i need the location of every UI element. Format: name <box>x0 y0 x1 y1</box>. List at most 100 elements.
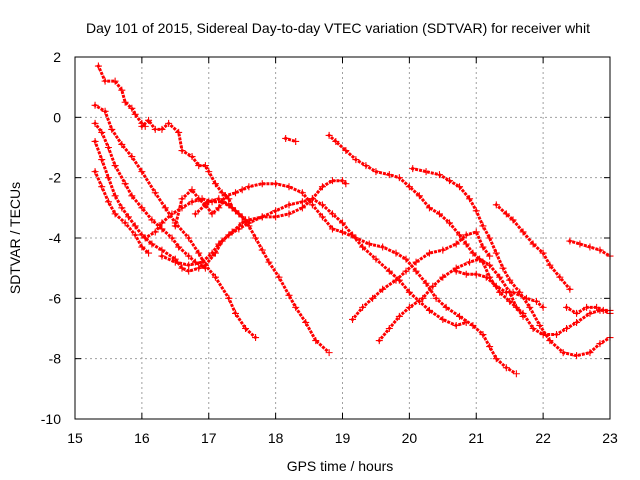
series-track-15 <box>375 255 527 345</box>
data-point <box>472 228 480 236</box>
data-point <box>502 288 510 296</box>
data-point <box>452 321 460 329</box>
data-point <box>435 210 443 218</box>
data-point <box>563 325 571 332</box>
data-point <box>379 243 387 251</box>
data-point <box>375 337 383 345</box>
data-point <box>586 309 594 317</box>
series-trace <box>564 305 612 316</box>
series-track-13 <box>409 165 614 360</box>
data-point <box>185 267 193 275</box>
data-point <box>462 240 470 248</box>
data-point <box>108 125 116 133</box>
data-point <box>98 128 106 136</box>
data-point <box>479 222 487 230</box>
data-point <box>563 303 571 311</box>
data-point <box>218 198 226 206</box>
series-track-10 <box>158 195 470 329</box>
data-point <box>332 137 340 145</box>
data-point <box>486 234 494 242</box>
data-point <box>312 337 320 345</box>
data-point <box>178 147 186 155</box>
data-point <box>101 77 109 85</box>
data-point <box>128 104 136 112</box>
x-tick-label: 17 <box>201 430 217 446</box>
data-point <box>456 312 464 320</box>
data-point <box>118 204 126 212</box>
x-tick-label: 18 <box>268 430 284 446</box>
data-point <box>104 174 112 182</box>
data-point <box>509 216 517 224</box>
data-point <box>98 156 106 164</box>
series-track-11 <box>282 134 300 145</box>
data-point <box>121 180 129 188</box>
data-point <box>446 219 453 227</box>
data-point <box>292 137 300 145</box>
data-point <box>148 216 156 224</box>
data-point <box>91 101 99 109</box>
data-point <box>349 231 357 239</box>
data-point <box>128 153 136 161</box>
data-point <box>469 249 477 257</box>
data-point <box>285 201 293 209</box>
data-point <box>405 303 413 311</box>
data-point <box>512 303 520 311</box>
data-point <box>185 234 193 242</box>
data-point <box>141 234 149 242</box>
data-point <box>211 180 219 188</box>
data-point <box>195 162 203 170</box>
data-point <box>439 315 447 323</box>
data-point <box>439 246 447 254</box>
data-point <box>469 321 477 329</box>
data-point <box>215 204 223 212</box>
data-point <box>235 210 243 218</box>
data-point <box>118 86 126 94</box>
data-point <box>138 122 146 130</box>
data-point <box>566 285 574 293</box>
data-point <box>476 255 484 263</box>
data-point <box>201 261 209 269</box>
data-point <box>165 119 173 127</box>
data-point <box>208 249 216 257</box>
data-point <box>111 192 119 200</box>
data-point <box>235 225 243 233</box>
data-point <box>536 321 544 329</box>
series-trace <box>410 166 613 358</box>
data-point <box>372 255 380 263</box>
x-tick-label: 19 <box>335 430 351 446</box>
data-point <box>148 240 156 248</box>
data-point <box>342 180 350 188</box>
series-track-4 <box>91 119 209 272</box>
data-point <box>492 249 500 257</box>
series-trace <box>93 121 208 271</box>
data-point <box>191 210 199 218</box>
x-tick-label: 21 <box>468 430 484 446</box>
data-point <box>429 282 437 290</box>
data-point <box>519 228 527 236</box>
data-point <box>509 288 517 296</box>
data-point <box>339 177 346 185</box>
data-point <box>308 195 316 203</box>
data-point <box>258 180 266 188</box>
data-point <box>583 303 591 311</box>
data-point <box>593 303 601 311</box>
series-trace <box>377 257 526 343</box>
data-point <box>325 349 333 357</box>
data-point <box>328 177 336 185</box>
data-point <box>242 216 250 224</box>
data-point <box>131 231 139 239</box>
data-point <box>292 303 300 311</box>
data-point <box>111 77 119 85</box>
data-point <box>385 267 393 275</box>
x-tick-label: 22 <box>535 430 551 446</box>
data-point <box>131 110 139 118</box>
data-point <box>178 195 186 203</box>
data-point <box>506 276 514 284</box>
data-point <box>201 162 209 170</box>
data-point <box>339 228 346 236</box>
series-track-17 <box>492 201 574 293</box>
data-point <box>258 246 266 254</box>
data-point <box>161 204 169 212</box>
data-point <box>599 306 607 314</box>
data-point <box>402 255 410 263</box>
